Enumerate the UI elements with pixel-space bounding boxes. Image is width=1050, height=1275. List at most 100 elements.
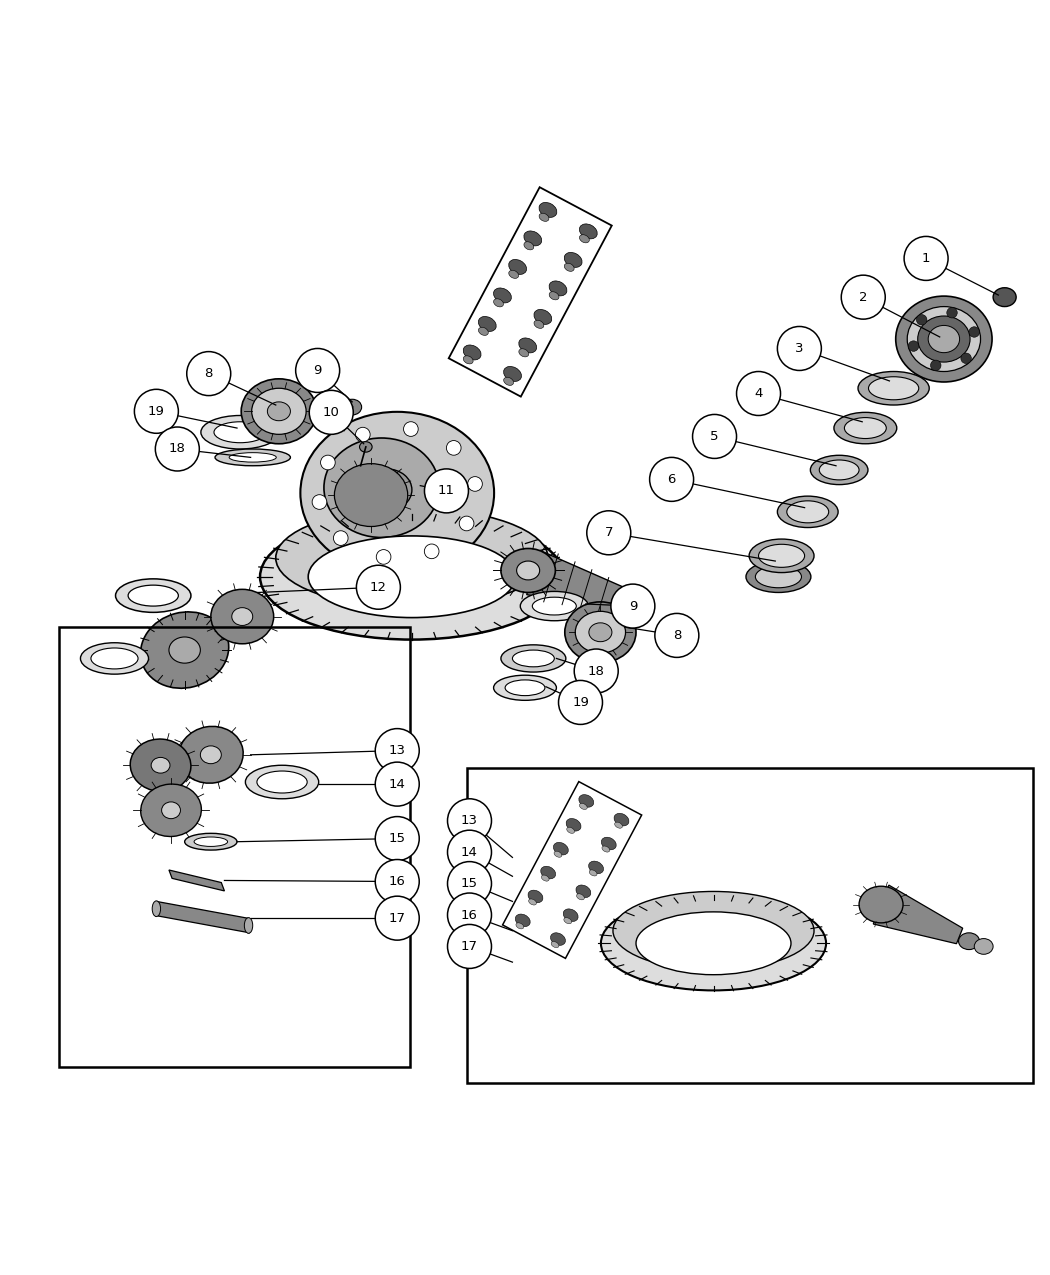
Ellipse shape bbox=[178, 727, 244, 783]
Bar bbox=[59, 627, 410, 1067]
Ellipse shape bbox=[777, 496, 838, 528]
Ellipse shape bbox=[844, 418, 886, 439]
Circle shape bbox=[310, 390, 353, 435]
Ellipse shape bbox=[549, 292, 559, 300]
Text: 13: 13 bbox=[388, 745, 405, 757]
Ellipse shape bbox=[463, 346, 481, 360]
Ellipse shape bbox=[169, 638, 201, 663]
Ellipse shape bbox=[81, 643, 148, 674]
Ellipse shape bbox=[834, 412, 897, 444]
Ellipse shape bbox=[567, 827, 574, 834]
Ellipse shape bbox=[746, 561, 811, 593]
Ellipse shape bbox=[755, 566, 801, 588]
Circle shape bbox=[904, 236, 948, 280]
Ellipse shape bbox=[242, 379, 317, 444]
Circle shape bbox=[841, 275, 885, 319]
Circle shape bbox=[155, 427, 200, 470]
Ellipse shape bbox=[565, 602, 636, 663]
Ellipse shape bbox=[579, 794, 593, 807]
Ellipse shape bbox=[542, 875, 549, 881]
Ellipse shape bbox=[130, 740, 191, 792]
Ellipse shape bbox=[252, 389, 307, 435]
Circle shape bbox=[447, 924, 491, 969]
Circle shape bbox=[777, 326, 821, 371]
Ellipse shape bbox=[858, 371, 929, 405]
Ellipse shape bbox=[539, 203, 556, 217]
Ellipse shape bbox=[613, 891, 814, 970]
Text: 9: 9 bbox=[314, 363, 322, 377]
Text: 14: 14 bbox=[388, 778, 405, 790]
Circle shape bbox=[134, 389, 178, 434]
Ellipse shape bbox=[580, 803, 587, 810]
Ellipse shape bbox=[141, 784, 202, 836]
Text: 6: 6 bbox=[668, 473, 676, 486]
Circle shape bbox=[424, 469, 468, 513]
Text: 13: 13 bbox=[461, 815, 478, 827]
Circle shape bbox=[447, 798, 491, 843]
Circle shape bbox=[559, 681, 603, 724]
Ellipse shape bbox=[509, 270, 519, 278]
Ellipse shape bbox=[152, 901, 161, 917]
Circle shape bbox=[611, 584, 655, 629]
Ellipse shape bbox=[494, 676, 556, 700]
Ellipse shape bbox=[601, 896, 826, 991]
Ellipse shape bbox=[928, 325, 960, 353]
Ellipse shape bbox=[151, 757, 170, 773]
Ellipse shape bbox=[246, 765, 319, 798]
Circle shape bbox=[917, 315, 927, 325]
Ellipse shape bbox=[539, 213, 549, 222]
Ellipse shape bbox=[116, 579, 191, 612]
Ellipse shape bbox=[528, 890, 543, 903]
Ellipse shape bbox=[564, 252, 582, 268]
Ellipse shape bbox=[553, 843, 568, 856]
Ellipse shape bbox=[257, 771, 308, 793]
Ellipse shape bbox=[564, 263, 574, 272]
Text: 11: 11 bbox=[438, 484, 455, 497]
Text: 4: 4 bbox=[754, 388, 762, 400]
Ellipse shape bbox=[541, 866, 555, 878]
Ellipse shape bbox=[342, 399, 361, 414]
Ellipse shape bbox=[576, 885, 591, 898]
Ellipse shape bbox=[602, 838, 616, 850]
Text: 10: 10 bbox=[322, 405, 340, 419]
Circle shape bbox=[356, 565, 400, 609]
Ellipse shape bbox=[576, 894, 585, 900]
Ellipse shape bbox=[504, 366, 522, 381]
Ellipse shape bbox=[974, 938, 993, 954]
Ellipse shape bbox=[501, 645, 566, 672]
Text: 19: 19 bbox=[148, 404, 165, 418]
Text: 7: 7 bbox=[605, 527, 613, 539]
Ellipse shape bbox=[361, 469, 412, 511]
Text: 18: 18 bbox=[588, 664, 605, 677]
Ellipse shape bbox=[918, 316, 970, 362]
Text: 16: 16 bbox=[388, 875, 405, 887]
Circle shape bbox=[187, 352, 231, 395]
Ellipse shape bbox=[479, 316, 497, 332]
Ellipse shape bbox=[993, 288, 1016, 306]
Ellipse shape bbox=[516, 923, 524, 929]
Ellipse shape bbox=[868, 376, 919, 400]
Circle shape bbox=[693, 414, 736, 459]
Circle shape bbox=[447, 892, 491, 937]
Ellipse shape bbox=[91, 648, 138, 669]
Text: 17: 17 bbox=[388, 912, 405, 924]
Ellipse shape bbox=[309, 536, 516, 617]
Ellipse shape bbox=[215, 449, 291, 465]
Ellipse shape bbox=[564, 918, 571, 924]
Ellipse shape bbox=[517, 561, 540, 580]
Ellipse shape bbox=[907, 306, 981, 371]
Polygon shape bbox=[169, 870, 225, 891]
Text: 5: 5 bbox=[710, 430, 719, 442]
Ellipse shape bbox=[602, 847, 610, 852]
Ellipse shape bbox=[575, 611, 626, 653]
Ellipse shape bbox=[580, 224, 597, 238]
Ellipse shape bbox=[494, 288, 511, 303]
Circle shape bbox=[375, 859, 419, 904]
Ellipse shape bbox=[589, 861, 604, 873]
Circle shape bbox=[447, 862, 491, 905]
Text: 15: 15 bbox=[388, 833, 405, 845]
Circle shape bbox=[320, 455, 335, 469]
Text: 19: 19 bbox=[572, 696, 589, 709]
Ellipse shape bbox=[819, 460, 859, 479]
Text: 8: 8 bbox=[673, 629, 681, 641]
